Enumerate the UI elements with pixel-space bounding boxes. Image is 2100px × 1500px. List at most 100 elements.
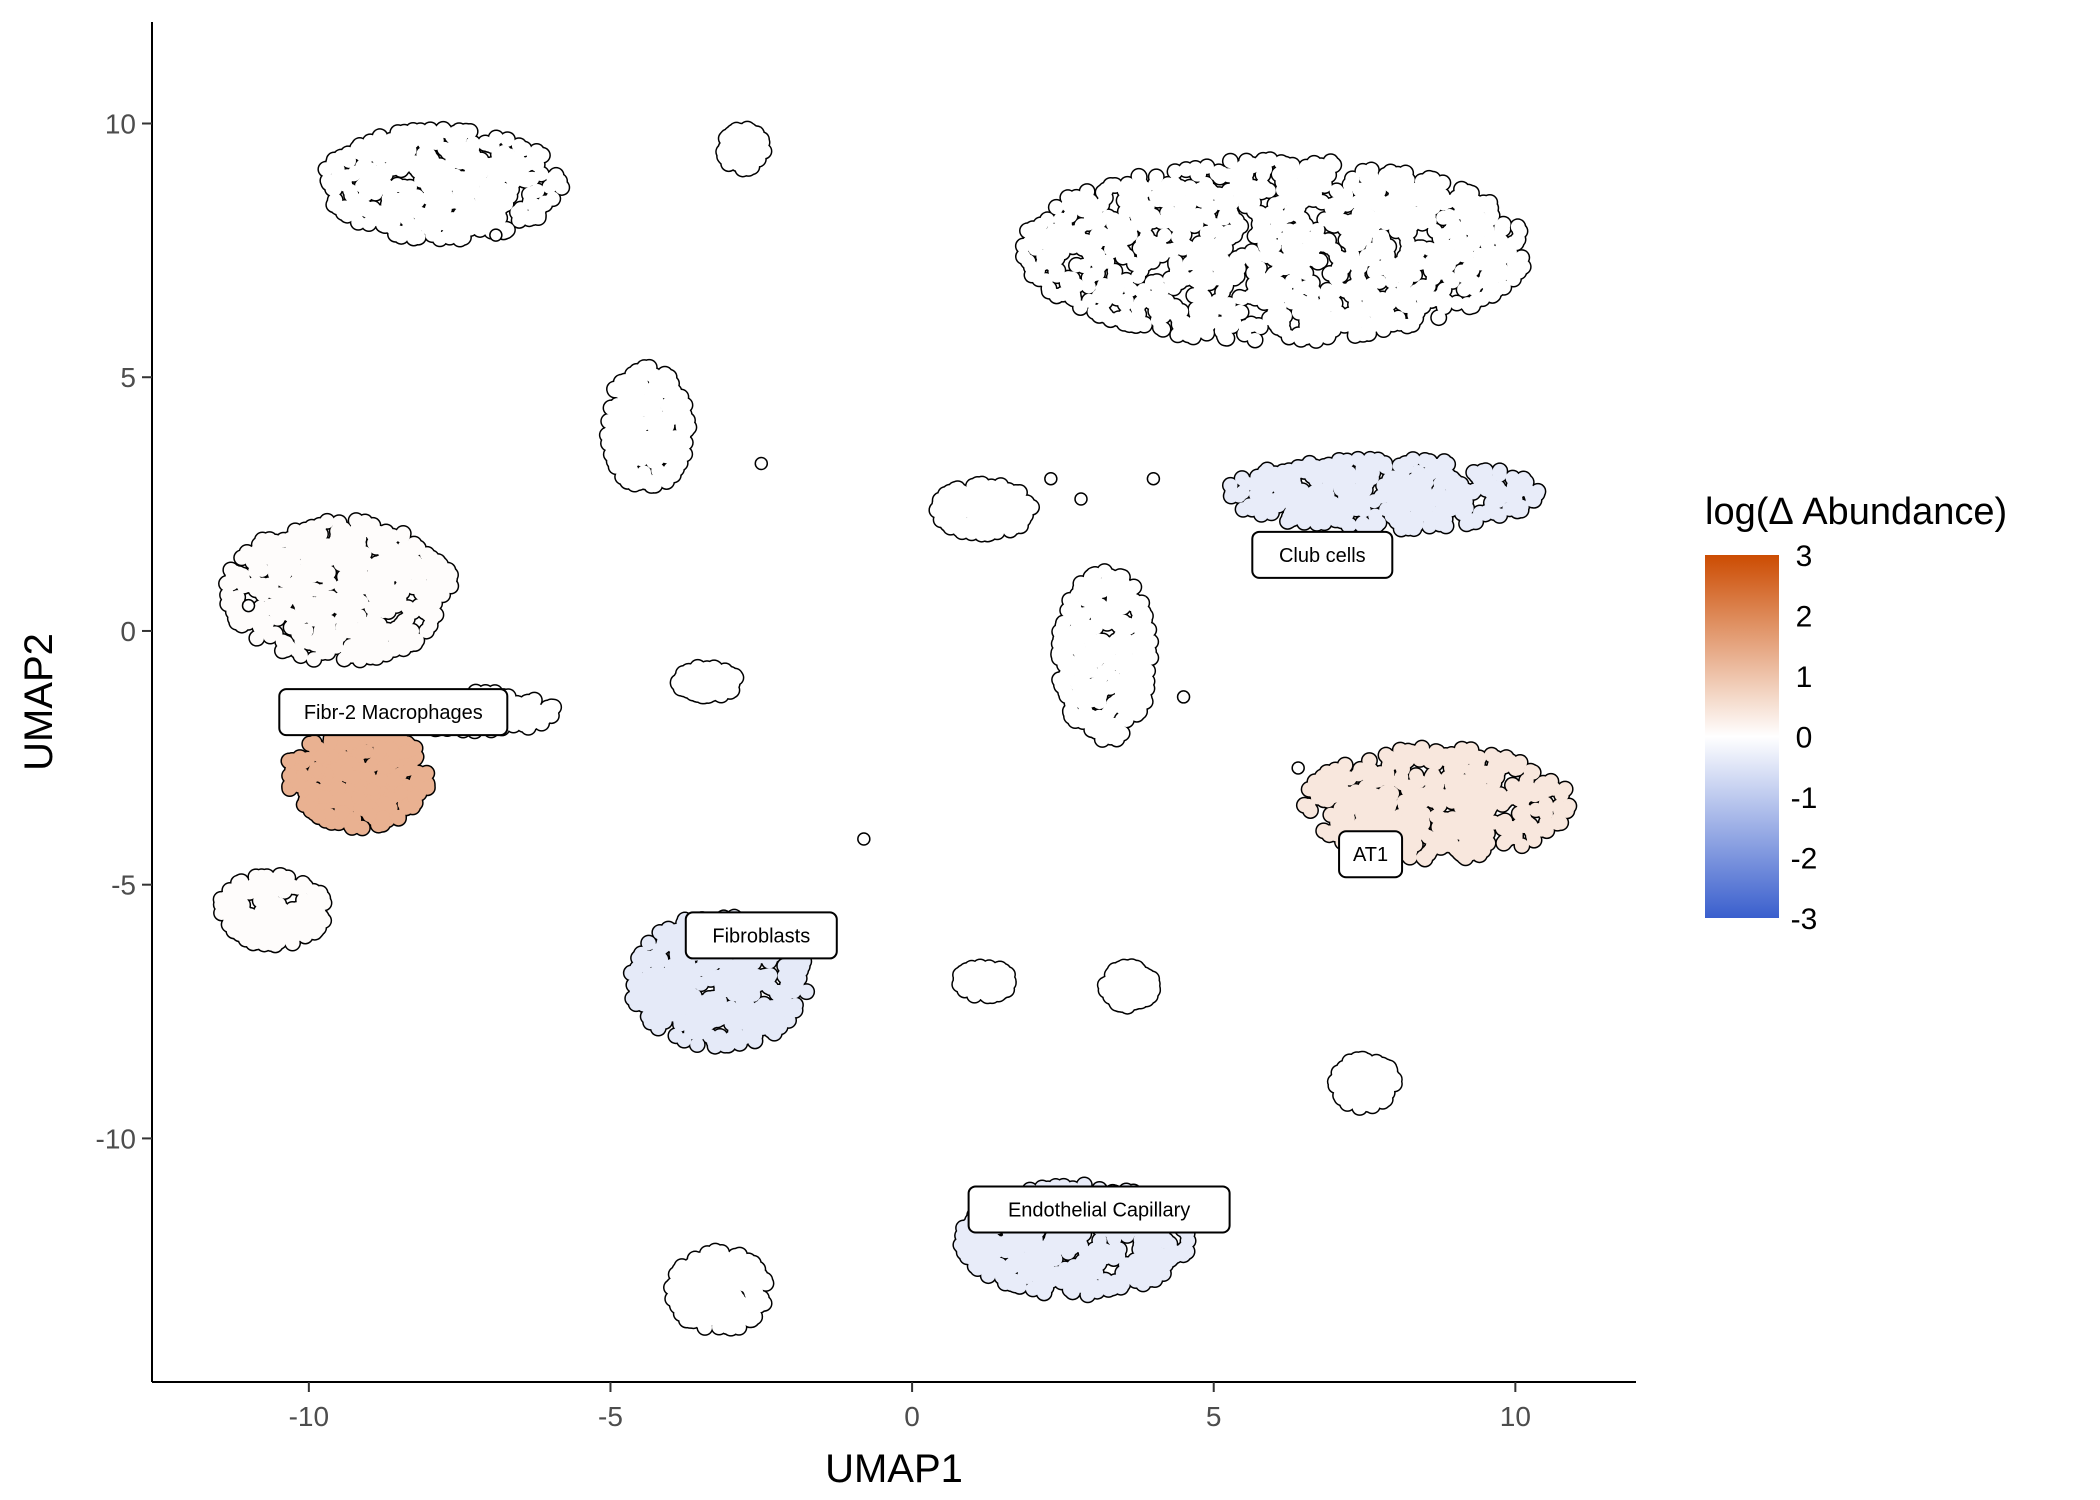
cell-point <box>1285 158 1300 173</box>
cell-point <box>343 183 358 198</box>
cell-point <box>368 186 383 201</box>
cell-point <box>1383 178 1398 193</box>
cell-point <box>268 535 283 550</box>
cell-point <box>1040 212 1055 227</box>
cell-point <box>364 140 379 155</box>
cell-point <box>1431 244 1446 259</box>
cell-point <box>436 122 451 137</box>
cell-point <box>738 147 753 162</box>
cell-point <box>366 610 381 625</box>
cell-point <box>395 529 410 544</box>
cell-point <box>1375 214 1390 229</box>
cell-point <box>1241 197 1256 212</box>
cell-point <box>1176 218 1191 233</box>
cell-point <box>379 148 394 163</box>
cell-point <box>1054 212 1069 227</box>
cell-point <box>661 381 676 396</box>
cluster-2 <box>598 358 698 494</box>
cell-point <box>1085 251 1100 266</box>
cell-point <box>1467 210 1482 225</box>
cell-point <box>1197 301 1212 316</box>
cell-point <box>489 209 504 224</box>
cell-point <box>537 195 552 210</box>
cell-point <box>368 583 383 598</box>
cell-point <box>433 164 448 179</box>
cell-point <box>1217 255 1232 270</box>
cell-point <box>1097 232 1112 247</box>
cell-point <box>389 621 404 636</box>
cell-point <box>1160 177 1175 192</box>
cell-point <box>1232 304 1247 319</box>
cell-point <box>472 219 487 234</box>
cell-point <box>1138 219 1153 234</box>
cell-point <box>395 191 410 206</box>
cell-point <box>511 138 526 153</box>
cell-point <box>500 132 515 147</box>
cell-point <box>1280 288 1295 303</box>
cell-point <box>461 218 476 233</box>
cell-point <box>426 130 441 145</box>
cell-point <box>607 454 622 469</box>
cell-point <box>1165 276 1180 291</box>
cell-point <box>352 609 367 624</box>
cell-point <box>1239 154 1254 169</box>
cell-point <box>1312 235 1327 250</box>
cell-point <box>279 642 294 657</box>
cell-point <box>1510 219 1525 234</box>
cell-point <box>332 515 347 530</box>
cell-point <box>1348 324 1363 339</box>
cell-point <box>340 562 355 577</box>
cell-point <box>1321 167 1336 182</box>
cell-point <box>311 631 326 646</box>
cell-point <box>1376 232 1391 247</box>
cell-point <box>1284 234 1299 249</box>
cell-point <box>1299 318 1314 333</box>
cell-point <box>724 135 739 150</box>
cell-point <box>1049 200 1064 215</box>
cell-point <box>627 398 642 413</box>
cell-point <box>440 563 455 578</box>
cell-point <box>389 584 404 599</box>
cell-point <box>610 441 625 456</box>
cell-point <box>372 526 387 541</box>
cell-point <box>1400 296 1415 311</box>
cell-point <box>1294 305 1309 320</box>
cell-point <box>1272 302 1287 317</box>
cell-point <box>530 157 545 172</box>
cell-point <box>1182 326 1197 341</box>
cell-point <box>1320 329 1335 344</box>
cell-point <box>410 163 425 178</box>
cell-point <box>1467 195 1482 210</box>
cell-point <box>1362 184 1377 199</box>
cell-point <box>396 641 411 656</box>
cell-point <box>1132 170 1147 185</box>
cell-point <box>1252 269 1267 284</box>
cell-point <box>280 555 295 570</box>
cell-point <box>272 597 287 612</box>
cell-point <box>1115 221 1130 236</box>
cell-point <box>447 215 462 230</box>
cell-point <box>1419 178 1434 193</box>
cell-point <box>458 148 473 163</box>
cell-point <box>1380 306 1395 321</box>
cluster-5 <box>280 719 436 837</box>
cell-point <box>1485 208 1500 223</box>
cell-point <box>1268 285 1283 300</box>
cell-point <box>1462 299 1477 314</box>
cell-point <box>1364 169 1379 184</box>
cell-point <box>1174 199 1189 214</box>
cell-point <box>1475 291 1490 306</box>
cell-point <box>524 185 539 200</box>
cell-point <box>1215 285 1230 300</box>
cell-point <box>1451 196 1466 211</box>
cell-point <box>1338 215 1353 230</box>
cell-point <box>305 568 320 583</box>
cluster-body <box>716 122 771 176</box>
cell-point <box>1217 236 1232 251</box>
cell-point <box>1215 299 1230 314</box>
cell-point <box>1098 182 1113 197</box>
cell-point <box>1216 188 1231 203</box>
cell-point <box>1196 236 1211 251</box>
cell-point <box>468 157 483 172</box>
